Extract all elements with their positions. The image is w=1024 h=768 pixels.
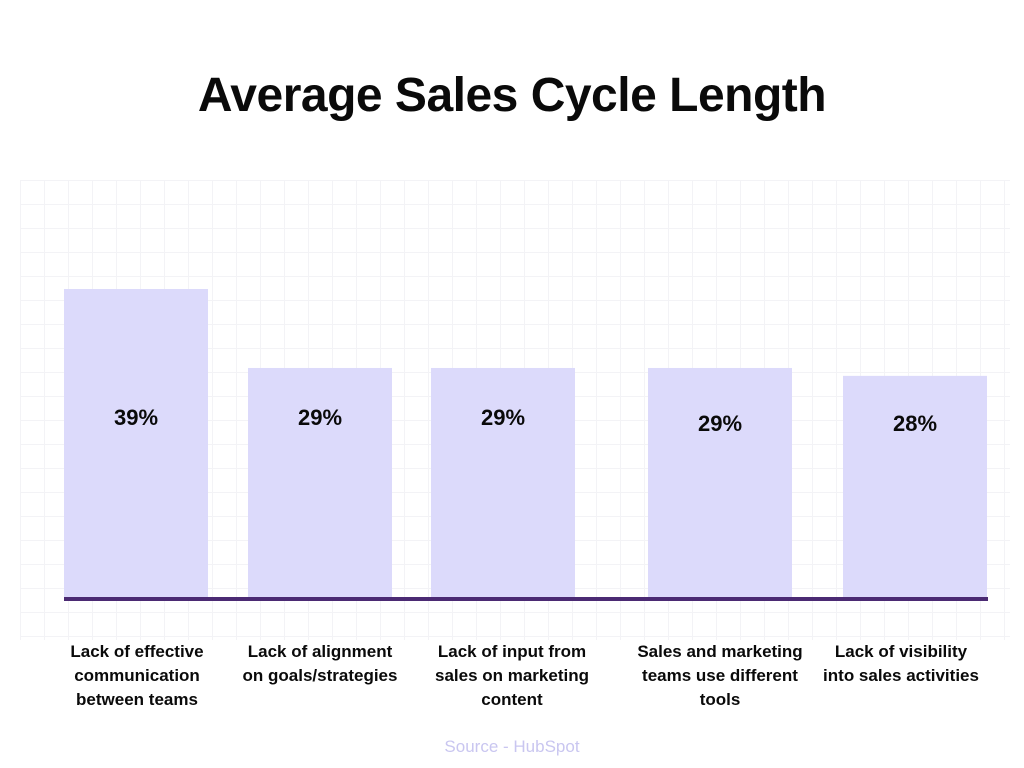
category-label-3: Lack of input from sales on marketing co… xyxy=(434,642,589,709)
bar-value-label-3: 29% xyxy=(481,405,525,430)
chart-title: Average Sales Cycle Length xyxy=(197,69,827,122)
bar-value-label-1: 39% xyxy=(114,405,158,430)
bar-5 xyxy=(843,375,987,597)
bar-4 xyxy=(648,367,792,597)
bar-1 xyxy=(64,289,208,597)
category-label-4: Sales and marketing teams use different … xyxy=(637,642,803,709)
bar-value-label-4: 29% xyxy=(698,411,742,436)
bar-3 xyxy=(431,367,575,597)
category-label-1: Lack of effective communication between … xyxy=(70,642,204,709)
bar-group: 39% 29% 29% 29% 28% xyxy=(64,289,987,597)
x-axis-baseline xyxy=(64,597,988,601)
category-label-2: Lack of alignment on goals/strategies xyxy=(242,642,398,685)
bar-2 xyxy=(248,367,392,597)
bar-value-label-2: 29% xyxy=(298,405,342,430)
source-note: Source - HubSpot xyxy=(444,737,580,756)
category-label-5: Lack of visibility into sales activities xyxy=(823,642,979,685)
bar-value-label-5: 28% xyxy=(893,411,937,436)
